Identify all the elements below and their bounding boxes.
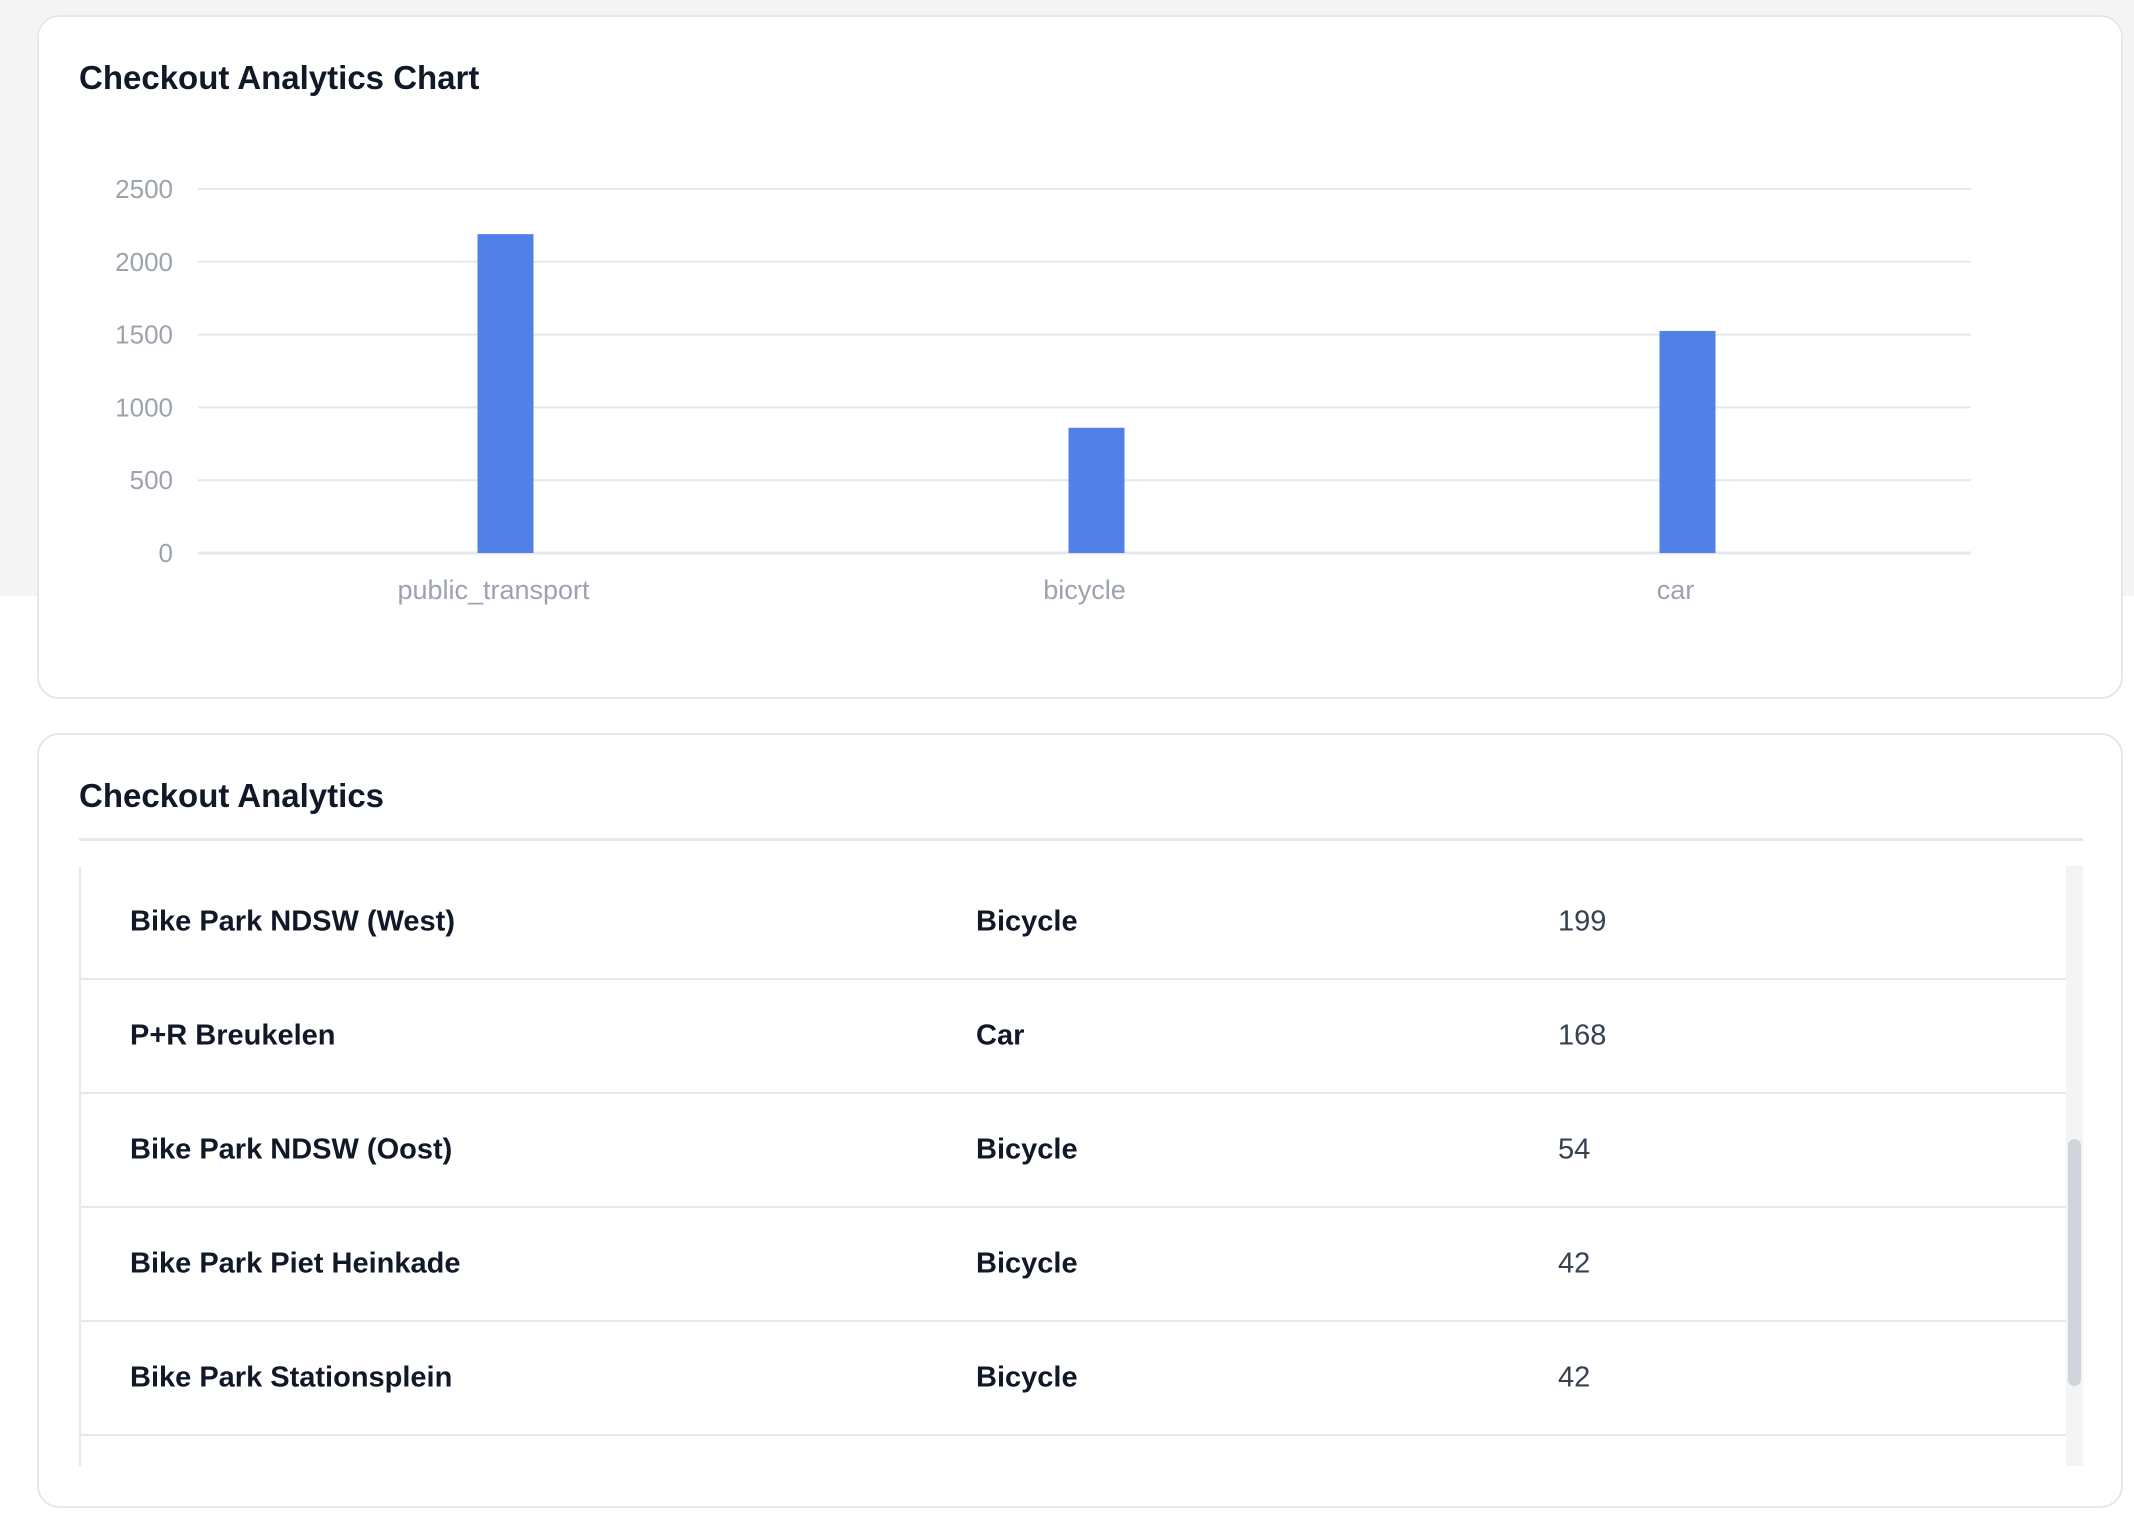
- y-tick-label: 1500: [115, 320, 173, 350]
- location-name-cell: Bike Park NDSW (Oost): [130, 1133, 453, 1166]
- chart-card: Checkout Analytics Chart 0 500 1000 1500 200…: [37, 15, 2123, 699]
- checkout-count-cell: 168: [1558, 1019, 1607, 1052]
- checkout-count-cell: 42: [1558, 1247, 1591, 1280]
- transport-type-cell: Car: [976, 1019, 1025, 1052]
- scrollbar-track[interactable]: [2066, 866, 2083, 1466]
- bar-bicycle[interactable]: [1068, 427, 1125, 553]
- y-tick-label: 0: [159, 538, 173, 568]
- transport-type-cell: Bicycle: [976, 905, 1078, 938]
- bar-car[interactable]: [1659, 330, 1716, 553]
- y-tick-label: 1000: [115, 392, 173, 422]
- table-body: Bike Park NDSW (West) Bicycle 199 P+R Breuk…: [81, 866, 2066, 1436]
- x-category-label: bicycle: [1043, 575, 1126, 605]
- y-tick-label: 2500: [115, 174, 173, 204]
- table-scroll-area[interactable]: Bike Park NDSW (West) Bicycle 199 P+R Breuk…: [79, 866, 2066, 1466]
- table-row[interactable]: Bike Park Stationsplein Bicycle 42: [81, 1322, 2066, 1436]
- table-card: Checkout Analytics Bike Park NDSW (West)…: [37, 733, 2123, 1508]
- transport-type-cell: Bicycle: [976, 1247, 1078, 1280]
- table-card-title: Checkout Analytics: [79, 777, 385, 814]
- scrollbar-thumb[interactable]: [2068, 1139, 2081, 1386]
- location-name-cell: Bike Park Stationsplein: [130, 1361, 453, 1394]
- table-row[interactable]: Bike Park Piet Heinkade Bicycle 42: [81, 1208, 2066, 1322]
- bar-public_transport[interactable]: [477, 234, 534, 554]
- transport-type-cell: Bicycle: [976, 1361, 1078, 1394]
- y-tick-label: 2000: [115, 247, 173, 277]
- bar-chart: 0 500 1000 1500 2000 2500 public_transport bicy…: [115, 174, 1971, 605]
- chart-card-title: Checkout Analytics Chart: [79, 59, 480, 96]
- checkout-count-cell: 42: [1558, 1361, 1591, 1394]
- x-category-label: public_transport: [397, 575, 590, 605]
- location-name-cell: Bike Park Piet Heinkade: [130, 1247, 461, 1280]
- location-name-cell: Bike Park NDSW (West): [130, 905, 455, 938]
- table-row[interactable]: P+R Breukelen Car 168: [81, 980, 2066, 1094]
- transport-type-cell: Bicycle: [976, 1133, 1078, 1166]
- checkout-count-cell: 199: [1558, 905, 1607, 938]
- location-name-cell: P+R Breukelen: [130, 1019, 336, 1052]
- x-category-label: car: [1657, 575, 1695, 605]
- y-tick-label: 500: [130, 465, 173, 495]
- title-divider: [79, 838, 2083, 841]
- table-row[interactable]: Bike Park NDSW (Oost) Bicycle 54: [81, 1094, 2066, 1208]
- checkout-count-cell: 54: [1558, 1133, 1591, 1166]
- table-row[interactable]: Bike Park NDSW (West) Bicycle 199: [81, 866, 2066, 980]
